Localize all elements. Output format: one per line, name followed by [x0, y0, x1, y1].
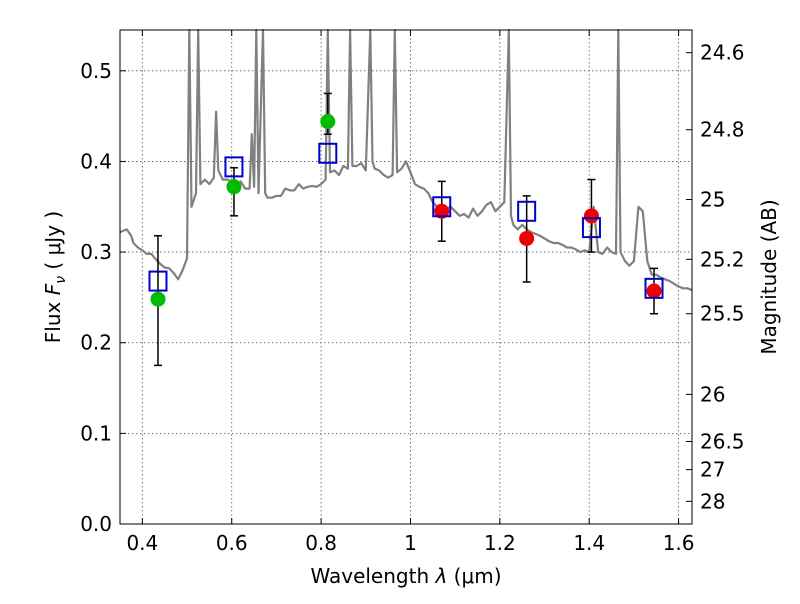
plot-frame — [119, 29, 693, 525]
y-tick-label: 0.4 — [80, 149, 112, 173]
observed-point — [226, 179, 242, 195]
y-axis-label: Flux Fν ( μJy ) — [41, 211, 69, 343]
right-axis-tick-label: 28 — [700, 489, 725, 513]
markers — [148, 114, 664, 307]
axis-ticks — [120, 30, 692, 525]
observed-point — [434, 203, 450, 219]
x-tick-label: 0.4 — [126, 531, 158, 555]
x-tick-label: 0.6 — [216, 531, 248, 555]
observed-point — [320, 114, 336, 130]
tick-labels: 0.4 0.6 0.8 1 1.2 1.4 1.6 0.0 0.1 0.2 0.3 0.4 0.5 24.… — [80, 41, 744, 555]
observed-point — [150, 291, 166, 307]
x-axis-label: Wavelength λ (μm) — [310, 564, 501, 588]
y-tick-label: 0.2 — [80, 331, 112, 355]
model-point — [148, 270, 168, 292]
right-axis-tick-label: 25 — [700, 188, 725, 212]
observed-point — [519, 230, 535, 246]
model-point — [644, 277, 664, 299]
right-axis-label: Magnitude (AB) — [757, 199, 781, 354]
observed-point — [646, 283, 662, 299]
right-axis-tick-label: 25.5 — [700, 302, 745, 326]
x-tick-label: 1.2 — [484, 531, 516, 555]
grid-lines — [120, 30, 692, 525]
x-tick-label: 1.4 — [573, 531, 605, 555]
model-point — [581, 217, 601, 239]
x-tick-label: 1.6 — [663, 531, 695, 555]
model-point — [318, 142, 338, 164]
spectrum-layer — [119, 28, 693, 292]
right-axis-tick-label: 24.8 — [700, 118, 745, 142]
x-tick-label: 1 — [404, 531, 417, 555]
observed-point — [583, 208, 599, 224]
model-point — [224, 156, 244, 178]
right-axis-tick-label: 26.5 — [700, 430, 745, 454]
right-axis-tick-label: 24.6 — [700, 41, 745, 65]
model-point — [432, 196, 452, 218]
y-tick-label: 0.3 — [80, 240, 112, 264]
right-axis-tick-label: 25.2 — [700, 247, 745, 271]
spectrum-line — [119, 28, 693, 292]
y-tick-label: 0.0 — [80, 512, 112, 536]
y-tick-label: 0.1 — [80, 421, 112, 445]
x-tick-label: 0.8 — [305, 531, 337, 555]
right-axis-tick-label: 26 — [700, 382, 725, 406]
model-point — [517, 200, 537, 222]
right-axis-tick-label: 27 — [700, 458, 725, 482]
y-tick-label: 0.5 — [80, 59, 112, 83]
